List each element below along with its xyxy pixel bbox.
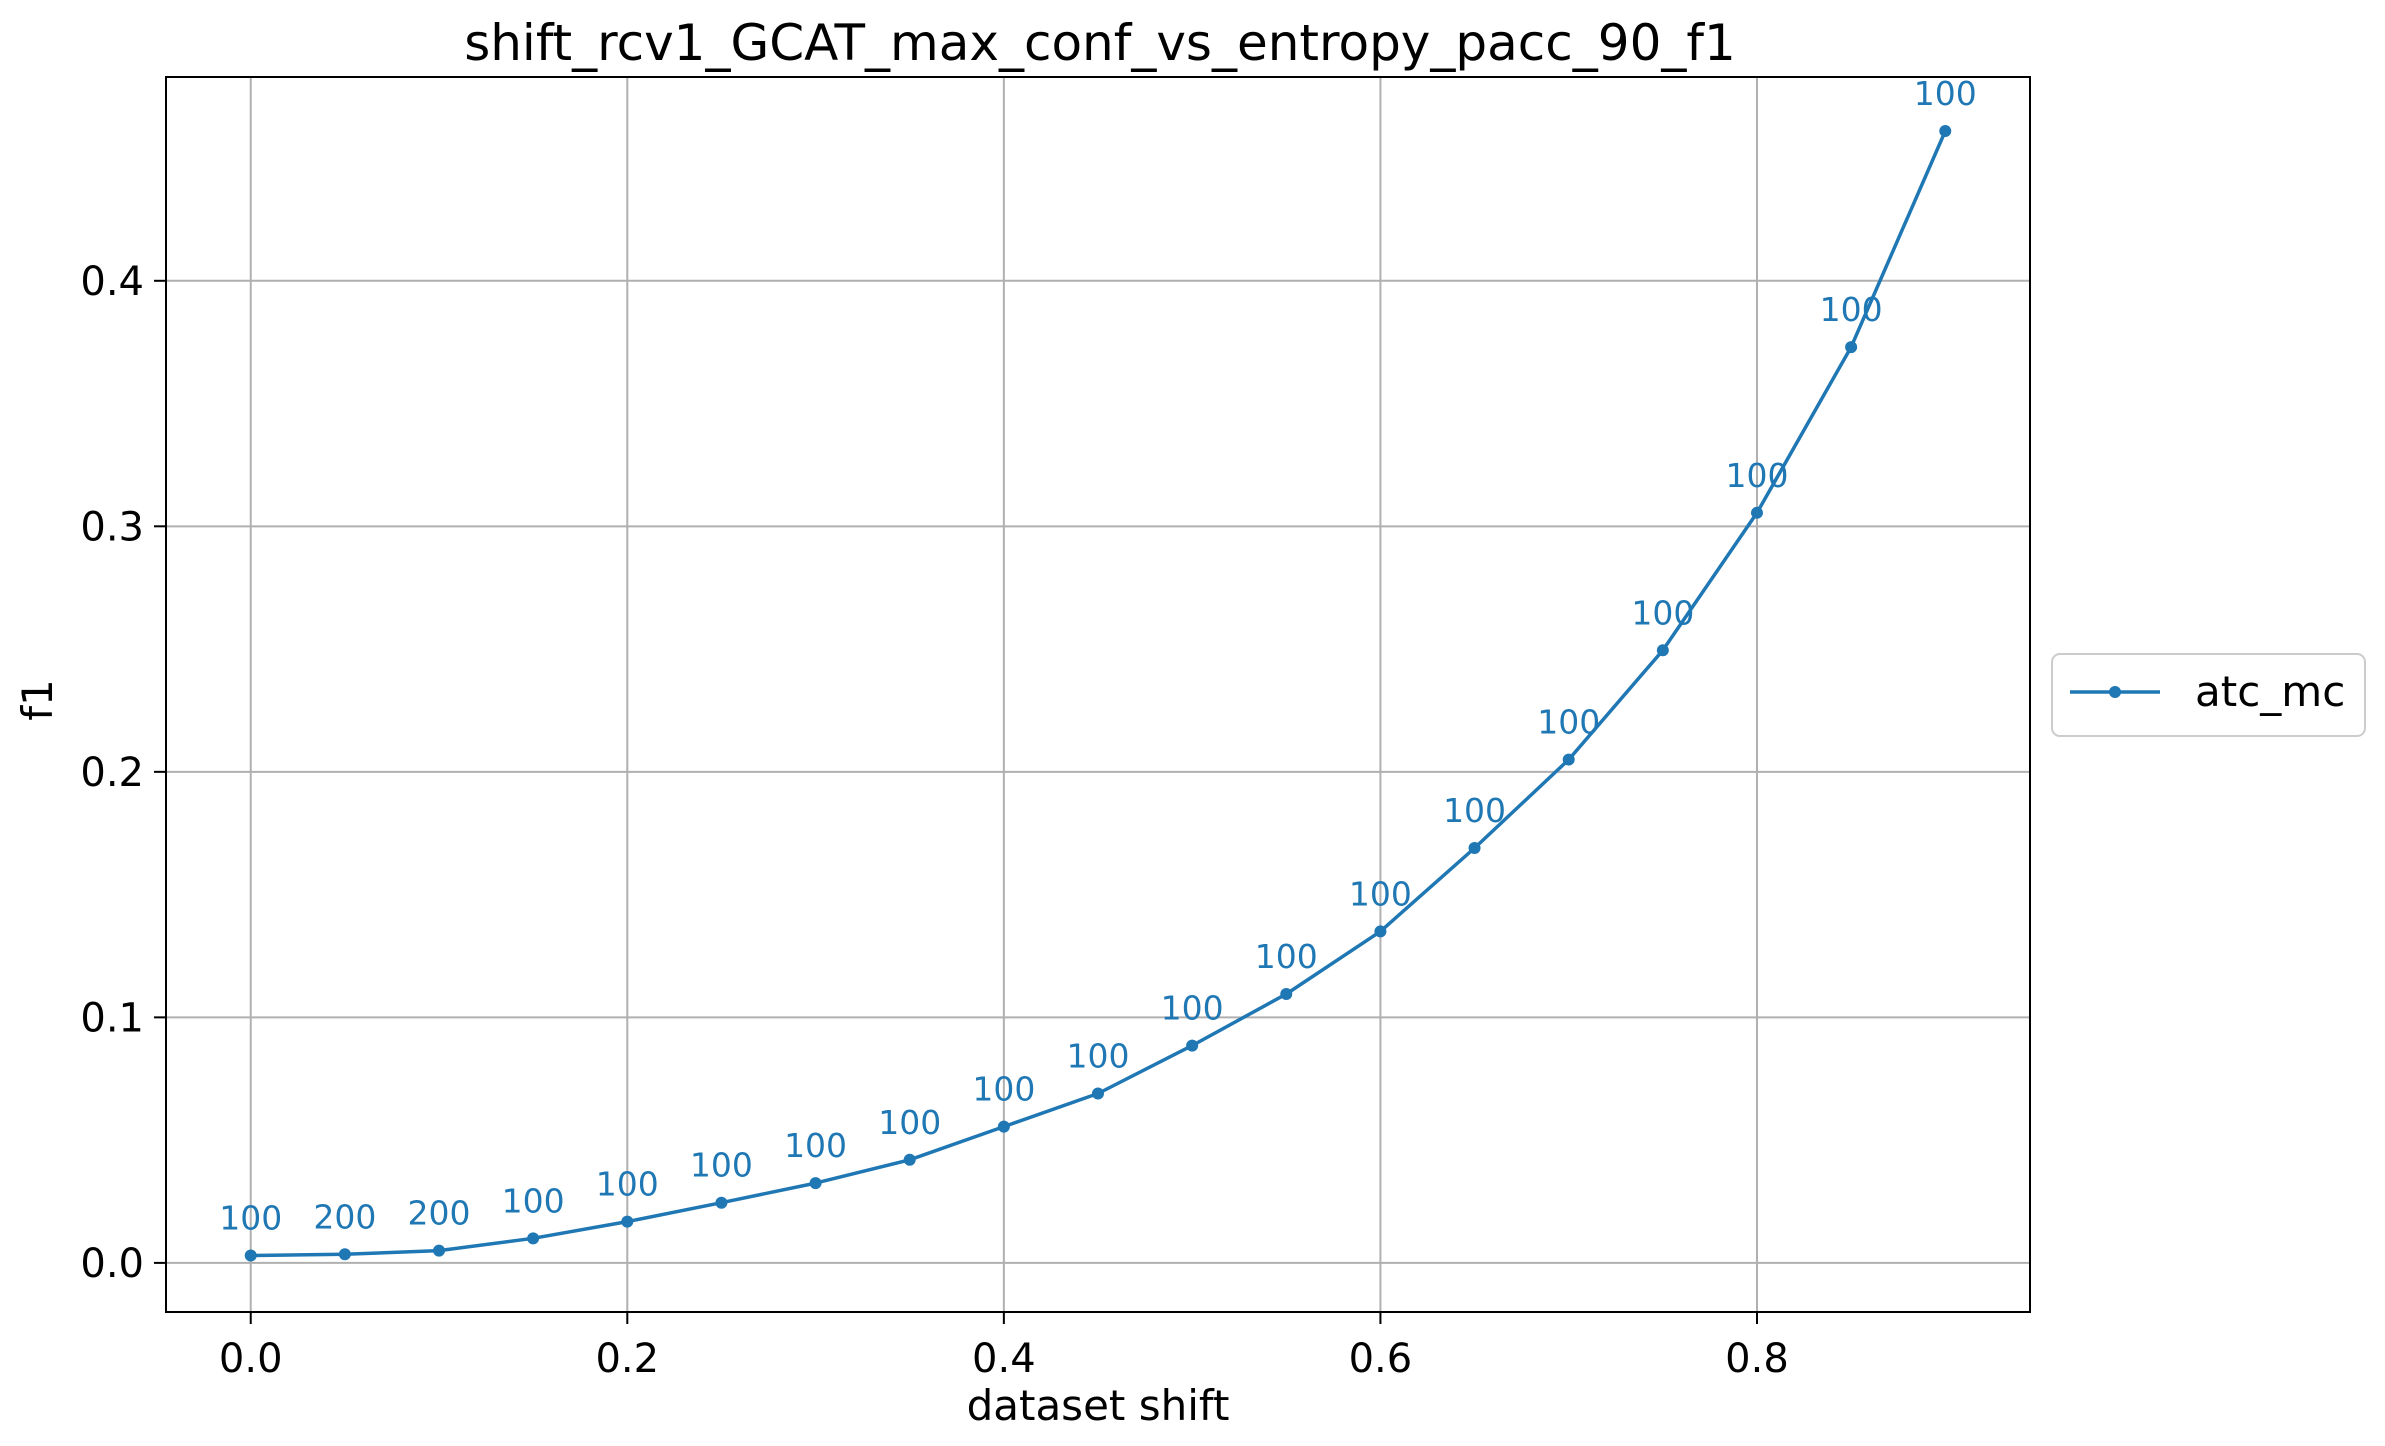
data-label: 100 <box>1443 791 1506 830</box>
data-point <box>433 1244 446 1257</box>
x-tick-label: 0.4 <box>972 1336 1036 1382</box>
data-label: 100 <box>690 1146 753 1185</box>
data-label: 100 <box>1161 989 1224 1028</box>
y-tick-label: 0.0 <box>80 1241 144 1287</box>
data-point <box>1562 753 1575 766</box>
data-point <box>1750 506 1763 519</box>
y-axis-label: f1 <box>13 679 62 721</box>
data-label: 100 <box>502 1181 565 1220</box>
data-point <box>1845 341 1858 354</box>
x-tick-label: 0.0 <box>219 1336 283 1382</box>
data-label: 100 <box>596 1165 659 1204</box>
data-label: 100 <box>1725 456 1788 495</box>
data-point <box>1656 644 1669 657</box>
y-tick-label: 0.4 <box>80 259 144 305</box>
data-point <box>715 1196 728 1209</box>
series-layer: 100 200 200 100 100 100 100 100 100 100 100 100 100 1… <box>219 74 1977 1262</box>
data-point <box>1186 1039 1199 1052</box>
data-label: 100 <box>784 1126 847 1165</box>
data-label: 100 <box>1255 937 1318 976</box>
data-point <box>244 1249 257 1262</box>
x-tick-label: 0.6 <box>1349 1336 1413 1382</box>
data-point <box>1280 988 1293 1001</box>
y-tick-label: 0.1 <box>80 995 144 1041</box>
grid-layer <box>166 77 2030 1312</box>
data-point <box>1374 925 1387 938</box>
x-tick-label: 0.8 <box>1725 1336 1789 1382</box>
x-tick-label: 0.2 <box>595 1336 659 1382</box>
data-point <box>338 1248 351 1261</box>
data-point <box>621 1215 634 1228</box>
data-point <box>809 1177 822 1190</box>
data-point <box>1939 125 1952 138</box>
plot-frame <box>165 76 2031 1313</box>
data-point <box>1468 841 1481 854</box>
data-point <box>527 1232 540 1245</box>
data-label: 100 <box>1820 290 1883 329</box>
legend-marker-atc-mc <box>2109 686 2121 698</box>
data-label: 200 <box>313 1197 376 1236</box>
data-label: 100 <box>972 1070 1035 1109</box>
y-tick-label: 0.3 <box>80 504 144 550</box>
data-point <box>997 1120 1010 1133</box>
legend: atc_mc <box>2051 653 2366 737</box>
x-axis-label: dataset shift <box>967 1381 1230 1430</box>
y-tick-label: 0.2 <box>80 750 144 796</box>
data-label: 100 <box>878 1103 941 1142</box>
data-label: 100 <box>219 1199 282 1238</box>
data-label: 200 <box>408 1194 471 1233</box>
data-point <box>903 1153 916 1166</box>
legend-label-atc-mc: atc_mc <box>2195 667 2345 716</box>
data-label: 100 <box>1067 1036 1130 1075</box>
data-label: 100 <box>1631 593 1694 632</box>
data-point <box>1092 1087 1104 1100</box>
chart-title: shift_rcv1_GCAT_max_conf_vs_entropy_pacc… <box>464 14 1736 72</box>
legend-frame <box>2051 653 2366 737</box>
data-label: 100 <box>1349 874 1412 913</box>
tick-layer: 0.0 0.2 0.4 0.6 0.8 0.0 0.1 0.2 0.3 0.4 <box>80 259 1788 1382</box>
data-label: 100 <box>1537 703 1600 742</box>
data-label: 100 <box>1914 74 1977 113</box>
